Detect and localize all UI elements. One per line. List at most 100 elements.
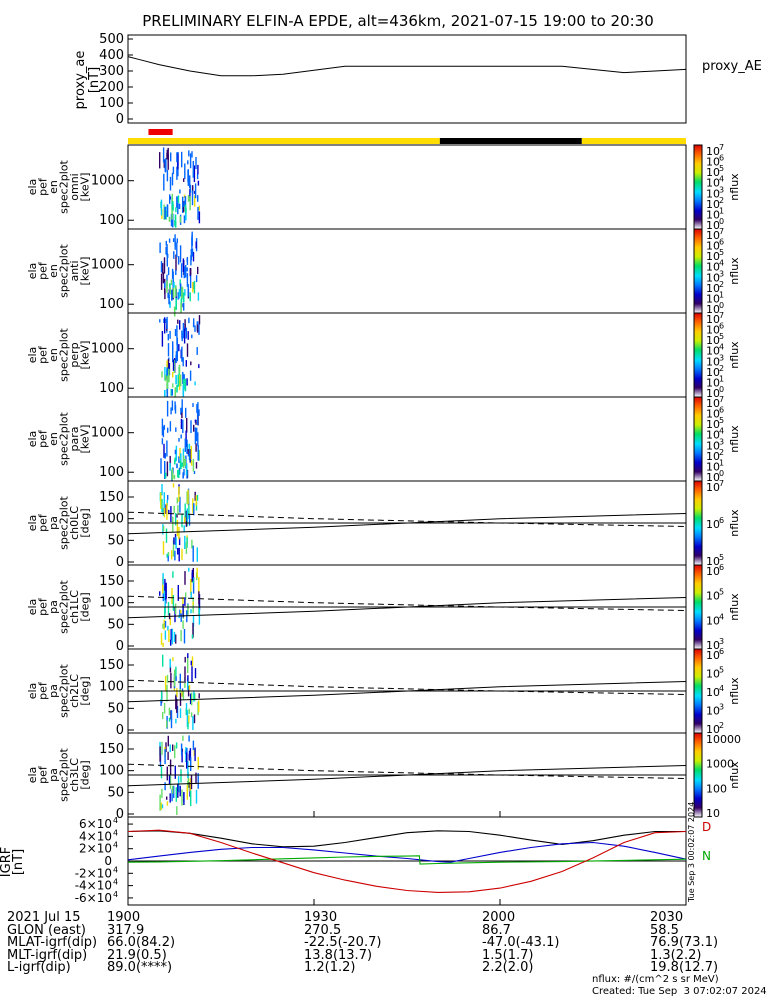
panel-frame: [127, 144, 687, 230]
heatmap-cell: [169, 176, 172, 191]
heatmap-cell: [181, 548, 183, 560]
heatmap-cell: [161, 788, 163, 798]
panel-ytick-label: 150: [99, 658, 124, 673]
heatmap-cell: [166, 766, 168, 781]
heatmap-cell: [178, 375, 181, 391]
heatmap-cell: [190, 609, 192, 614]
heatmap-cell: [194, 668, 197, 679]
heatmap-cell: [174, 401, 176, 411]
colorbar-tick-label: 10: [706, 355, 720, 368]
heatmap-cell: [186, 258, 188, 262]
heatmap-cell: [172, 571, 174, 578]
footer-row-label: MLT-igrf(dip): [7, 947, 88, 963]
heatmap-cell: [183, 328, 186, 344]
heatmap-cell: [194, 183, 197, 199]
colorbar: [693, 480, 703, 566]
footer-row-label: GLON (east): [7, 922, 86, 938]
heatmap-cell: [169, 287, 171, 295]
igrf-ytick-exponent: 4: [113, 828, 118, 837]
heatmap-cell: [159, 242, 161, 253]
panel-ylabel: en: [47, 348, 60, 362]
heatmap-cell: [166, 553, 168, 558]
panel-ylabel: para: [68, 427, 81, 452]
heatmap-cell: [194, 427, 197, 445]
proxy-ae-ytick-label: 0: [116, 112, 124, 127]
anti-loss-cone-line: [127, 763, 687, 779]
proxy-ae-line: [127, 56, 687, 77]
heatmap-cell: [163, 424, 165, 430]
colorbar-tick-label: 10: [706, 292, 720, 305]
colorbar-tick-label: 10: [706, 518, 720, 531]
colorbar-tick-label: 10: [706, 250, 720, 263]
footer-row-value: 270.5: [304, 922, 342, 938]
panel-ylabel: spec2plot: [58, 748, 71, 802]
heatmap-cell: [180, 613, 182, 622]
heatmap-cell: [185, 708, 187, 716]
colorbar-tick-label: 10: [706, 639, 720, 652]
heatmap-cell: [177, 374, 180, 387]
heatmap-cell: [160, 261, 163, 273]
heatmap-cell: [192, 740, 195, 751]
heatmap-cell: [178, 527, 180, 540]
heatmap-cell: [188, 443, 191, 461]
heatmap-cell: [177, 784, 179, 798]
panel-ytick-label: 1000: [91, 342, 124, 357]
footer-row-value: 2.2(2.0): [482, 960, 534, 975]
heatmap-cell: [166, 502, 168, 520]
panel-ylabel: [deg]: [79, 592, 92, 621]
heatmap-cell: [162, 623, 164, 629]
colorbar-tick-label: 10: [706, 261, 720, 274]
heatmap-cell: [185, 510, 188, 527]
heatmap-cell: [170, 718, 173, 729]
panel-ytick-label: 100: [99, 465, 124, 480]
heatmap-cell: [198, 211, 201, 224]
colorbar-tick-label: 1000: [706, 758, 734, 771]
heatmap-cell: [184, 571, 186, 585]
heatmap-cell: [164, 367, 166, 381]
colorbar-tick-label: 10: [706, 460, 720, 473]
heatmap-cell: [197, 195, 199, 202]
footer-row-value: 19.8(12.7): [650, 960, 719, 975]
heatmap-cell: [192, 545, 194, 562]
panel-ylabel: ch2LC: [68, 674, 81, 708]
heatmap-cell: [159, 152, 161, 169]
heatmap-cell: [190, 757, 192, 771]
heatmap-cell: [176, 513, 178, 518]
heatmap-cell: [172, 359, 175, 371]
proxy-ae-legend: proxy_AE: [702, 59, 762, 74]
heatmap-cell: [187, 453, 190, 457]
colorbar-tick-exponent: 3: [719, 437, 724, 446]
footer-row-value: 1930: [304, 910, 338, 925]
heatmap-cell: [164, 390, 166, 397]
colorbar: [693, 312, 703, 398]
panel-ytick-label: 50: [107, 617, 124, 632]
heatmap-cell: [189, 184, 192, 193]
panel-frame: [127, 312, 687, 398]
heatmap-cell: [173, 537, 175, 545]
heatmap-cell: [174, 457, 176, 462]
heatmap-cell: [167, 427, 169, 433]
heatmap-cell: [164, 749, 166, 765]
heatmap-cell: [175, 269, 177, 275]
heatmap-cell: [171, 193, 173, 204]
heatmap-cell: [161, 484, 163, 496]
colorbar: [693, 144, 703, 230]
heatmap-cell: [184, 289, 186, 296]
heatmap-cell: [166, 440, 168, 457]
igrf-ylabel: IGRF: [0, 847, 14, 877]
colorbar-tick-label: 10: [706, 177, 720, 190]
colorbar-label: nflux: [728, 509, 741, 537]
heatmap-cell: [181, 789, 183, 806]
panel-ylabel: [deg]: [79, 508, 92, 537]
panel-ylabel: pa: [47, 600, 60, 614]
heatmap-cell: [179, 320, 181, 330]
heatmap-cell: [167, 625, 169, 631]
heatmap-cell: [183, 469, 185, 476]
heatmap-cell: [188, 782, 191, 788]
panel-ylabel: pef: [37, 597, 50, 616]
panel-ylabel: [keV]: [79, 341, 92, 370]
heatmap-cell: [178, 438, 180, 442]
heatmap-cell: [188, 750, 191, 760]
heatmap-cell: [175, 666, 177, 677]
heatmap-cell: [173, 306, 176, 317]
